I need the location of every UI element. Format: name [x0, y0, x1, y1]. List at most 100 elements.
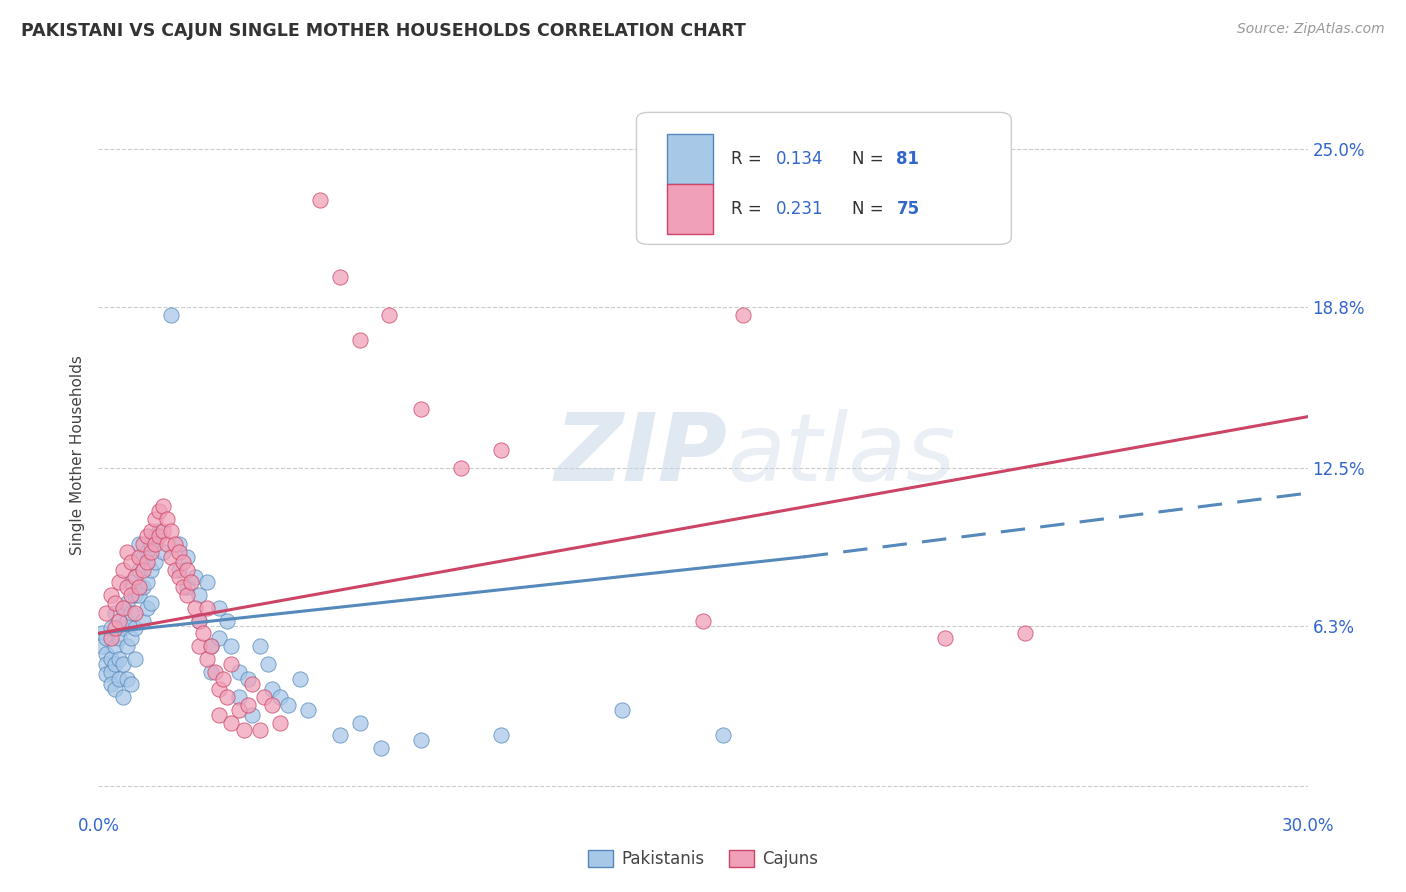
- Point: [111, 621, 134, 635]
- Point: [100, 588, 122, 602]
- Point: [143, 555, 166, 569]
- Point: [111, 657, 134, 671]
- Point: [297, 703, 319, 717]
- Point: [96, 667, 118, 681]
- Point: [148, 504, 170, 518]
- Point: [139, 563, 162, 577]
- Point: [193, 626, 215, 640]
- Point: [200, 639, 222, 653]
- Point: [139, 545, 162, 559]
- Point: [269, 690, 291, 704]
- Point: [143, 511, 166, 525]
- Point: [96, 657, 118, 671]
- Point: [180, 575, 202, 590]
- Point: [135, 555, 157, 569]
- Text: atlas: atlas: [727, 409, 956, 500]
- Legend: Pakistanis, Cajuns: Pakistanis, Cajuns: [581, 843, 825, 875]
- Point: [288, 672, 311, 686]
- Point: [120, 677, 142, 691]
- Point: [120, 575, 142, 590]
- Point: [188, 639, 211, 653]
- Point: [329, 269, 352, 284]
- Point: [124, 652, 146, 666]
- Point: [176, 563, 198, 577]
- Text: 81: 81: [897, 150, 920, 168]
- Point: [612, 703, 634, 717]
- Point: [135, 575, 157, 590]
- Point: [163, 563, 186, 577]
- Point: [96, 647, 118, 661]
- Point: [217, 690, 239, 704]
- Point: [107, 672, 129, 686]
- Point: [148, 529, 170, 543]
- Point: [103, 596, 125, 610]
- Point: [111, 600, 134, 615]
- Point: [100, 632, 122, 646]
- Text: N =: N =: [852, 150, 889, 168]
- Point: [409, 402, 432, 417]
- Point: [370, 741, 392, 756]
- Point: [103, 657, 125, 671]
- Point: [377, 308, 399, 322]
- Point: [120, 588, 142, 602]
- Point: [132, 614, 155, 628]
- Point: [96, 632, 118, 646]
- Point: [160, 524, 183, 539]
- Point: [349, 333, 371, 347]
- Point: [221, 657, 243, 671]
- Point: [135, 529, 157, 543]
- Point: [349, 715, 371, 730]
- Point: [107, 614, 129, 628]
- Point: [103, 639, 125, 653]
- Point: [135, 545, 157, 559]
- Text: 0.231: 0.231: [776, 200, 823, 218]
- Bar: [666, 184, 713, 234]
- Point: [221, 639, 243, 653]
- Point: [148, 524, 170, 539]
- Point: [1014, 626, 1036, 640]
- Point: [172, 555, 194, 569]
- Text: 75: 75: [897, 200, 920, 218]
- Point: [491, 442, 513, 457]
- Point: [236, 698, 259, 712]
- Point: [195, 575, 218, 590]
- Point: [100, 665, 122, 679]
- Point: [120, 555, 142, 569]
- Point: [329, 728, 352, 742]
- Point: [152, 499, 174, 513]
- Point: [128, 563, 150, 577]
- Point: [176, 581, 198, 595]
- Point: [143, 537, 166, 551]
- Point: [200, 665, 222, 679]
- Point: [115, 545, 138, 559]
- Point: [188, 588, 211, 602]
- Point: [236, 672, 259, 686]
- Point: [120, 632, 142, 646]
- Point: [135, 600, 157, 615]
- Point: [128, 581, 150, 595]
- Point: [249, 639, 271, 653]
- Point: [143, 529, 166, 543]
- Point: [212, 672, 235, 686]
- Point: [208, 682, 231, 697]
- Point: [167, 563, 190, 577]
- Point: [249, 723, 271, 738]
- FancyBboxPatch shape: [637, 112, 1011, 244]
- Point: [733, 308, 755, 322]
- Point: [221, 715, 243, 730]
- Point: [152, 545, 174, 559]
- Point: [176, 549, 198, 564]
- Point: [256, 657, 278, 671]
- Point: [260, 698, 283, 712]
- Point: [228, 665, 250, 679]
- Point: [232, 723, 254, 738]
- Point: [228, 690, 250, 704]
- Point: [156, 537, 179, 551]
- Point: [208, 600, 231, 615]
- Point: [208, 632, 231, 646]
- Point: [217, 614, 239, 628]
- Point: [115, 639, 138, 653]
- Bar: [666, 134, 713, 184]
- Point: [115, 596, 138, 610]
- Point: [277, 698, 299, 712]
